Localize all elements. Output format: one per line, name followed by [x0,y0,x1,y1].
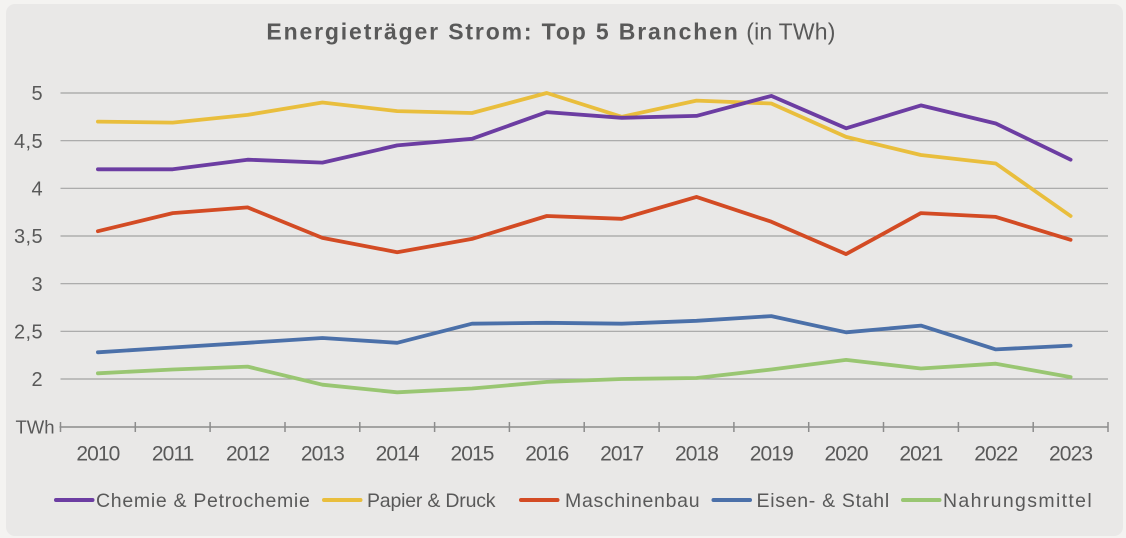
svg-text:2016: 2016 [525,443,568,466]
svg-text:TWh: TWh [15,417,54,438]
svg-text:2017: 2017 [600,443,643,466]
svg-text:2022: 2022 [974,443,1017,466]
svg-text:2012: 2012 [226,443,269,466]
svg-text:3,5: 3,5 [14,226,43,248]
svg-text:3: 3 [31,274,43,296]
svg-text:Maschinenbau: Maschinenbau [565,490,700,512]
svg-text:Papier & Druck: Papier & Druck [367,490,496,512]
svg-text:4: 4 [31,179,43,201]
svg-text:2021: 2021 [899,443,942,466]
svg-text:2: 2 [31,369,43,391]
svg-text:Energieträger Strom: Top 5 Bra: Energieträger Strom: Top 5 Branchen (in … [266,19,835,45]
svg-text:2023: 2023 [1049,443,1092,466]
svg-text:4,5: 4,5 [14,131,43,153]
svg-text:2013: 2013 [301,443,344,466]
svg-text:Eisen- & Stahl: Eisen- & Stahl [757,490,890,512]
svg-text:2015: 2015 [450,443,493,466]
svg-text:2010: 2010 [76,443,119,466]
svg-text:2,5: 2,5 [14,322,43,344]
svg-text:2011: 2011 [152,443,194,466]
svg-text:2020: 2020 [825,443,868,466]
svg-text:Chemie & Petrochemie: Chemie & Petrochemie [96,490,311,512]
svg-text:Nahrungsmittel: Nahrungsmittel [943,490,1093,512]
svg-text:2014: 2014 [376,443,420,466]
svg-text:2018: 2018 [675,443,718,466]
svg-text:5: 5 [31,83,43,105]
svg-text:2019: 2019 [750,443,793,466]
